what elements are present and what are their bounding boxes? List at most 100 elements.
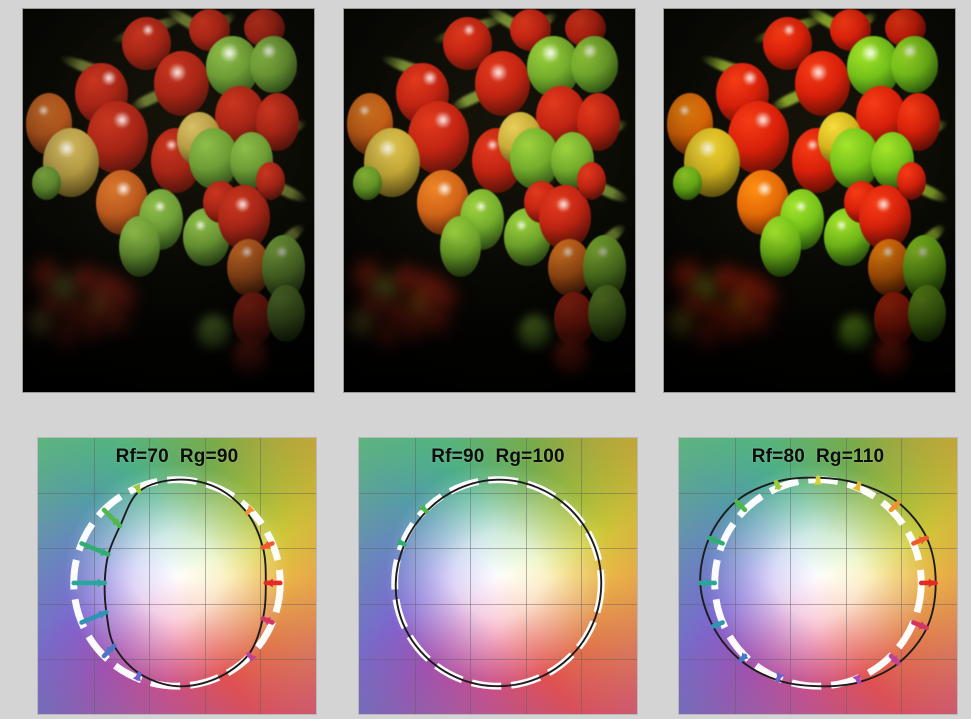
tomato	[794, 51, 851, 117]
arrow-head	[890, 655, 899, 664]
tomato	[119, 215, 160, 278]
arrow-head	[262, 617, 271, 626]
arrow-head	[97, 578, 105, 588]
background-tomato-bokeh	[28, 311, 53, 339]
chroma-shift-arrow	[852, 674, 862, 685]
specular-highlight	[742, 70, 758, 86]
arrow-head	[100, 547, 109, 556]
specular-highlight	[463, 24, 475, 36]
specular-highlight	[757, 181, 772, 197]
background-tomato-bokeh	[518, 315, 551, 350]
vector-plot-2	[391, 476, 605, 690]
chroma-shift-arrow	[738, 652, 749, 663]
color-vector-graphic-1: Rf=70 Rg=90	[37, 437, 317, 715]
chroma-shift-arrow	[911, 535, 930, 546]
arrow-head	[112, 518, 121, 527]
background-tomato-bokeh	[669, 311, 694, 339]
tomato	[255, 162, 285, 201]
background-tomato-bokeh	[349, 311, 374, 339]
background-tomato-bokeh	[745, 307, 769, 335]
arrow-head	[98, 610, 107, 619]
chroma-shift-arrow	[79, 541, 111, 557]
specular-highlight	[876, 196, 891, 212]
tomato	[31, 166, 61, 201]
tomato	[760, 215, 801, 278]
chart-grid-3	[679, 438, 957, 714]
color-vector-graphic-3: Rf=80 Rg=110	[678, 437, 958, 715]
chroma-shift-arrow	[918, 578, 938, 588]
tomato	[908, 284, 947, 343]
chroma-shift-arrow	[263, 578, 283, 588]
chroma-shift-arrow	[888, 653, 901, 666]
vector-plot-1	[70, 476, 284, 690]
chart-label-3: Rf=80 Rg=110	[751, 446, 885, 467]
arrow-head	[700, 578, 708, 588]
arrow-head	[740, 652, 749, 661]
arrow-head	[852, 483, 861, 492]
photo-3-image	[664, 9, 955, 392]
grid-line-horizontal	[679, 658, 957, 660]
arrow-head	[890, 502, 899, 511]
arrow-head	[132, 673, 141, 682]
arrow-head	[813, 477, 823, 485]
arrow-head	[265, 578, 273, 588]
color-vector-graphic-2: Rf=90 Rg=100	[358, 437, 638, 715]
specular-highlight	[422, 70, 438, 86]
tomato	[153, 51, 210, 117]
grid-line-horizontal	[359, 658, 637, 660]
specular-highlight	[809, 62, 827, 82]
measured-hue-shape	[699, 476, 937, 688]
arrow-head	[396, 537, 405, 546]
chroma-shift-arrow	[246, 652, 257, 663]
hue-corner-tint-2	[359, 438, 637, 714]
arrow-head	[776, 672, 785, 681]
specular-highlight	[116, 181, 131, 197]
grid-line-horizontal	[359, 548, 637, 550]
arrow-head	[132, 483, 141, 492]
chroma-shift-arrow	[132, 483, 142, 494]
specular-highlight	[556, 196, 571, 212]
specular-highlight	[882, 246, 894, 258]
arrow-head	[262, 540, 271, 549]
grid-line-horizontal	[679, 493, 957, 495]
grid-line-horizontal	[359, 493, 637, 495]
arrow-head	[928, 578, 936, 588]
hue-corner-tint-1	[38, 438, 316, 714]
measured-hue-shape	[394, 478, 603, 688]
specular-highlight	[597, 246, 609, 258]
chroma-shift-arrow	[733, 498, 748, 513]
chroma-shift-arrow	[710, 619, 725, 629]
chroma-shift-arrow	[101, 643, 117, 659]
chroma-shift-arrow	[911, 620, 930, 631]
grid-line-horizontal	[679, 548, 957, 550]
grid-line-vertical	[260, 438, 262, 714]
grid-line-vertical	[581, 438, 583, 714]
specular-highlight	[861, 43, 880, 63]
grid-line-vertical	[901, 438, 903, 714]
chroma-shift-arrow	[79, 609, 109, 625]
background-tomato-bokeh	[425, 307, 449, 335]
grid-line-vertical	[93, 438, 95, 714]
chroma-shift-arrow	[418, 503, 429, 514]
specular-highlight	[754, 112, 772, 128]
background-tomato-bokeh	[197, 315, 230, 350]
arrow-head	[248, 654, 257, 663]
grid-line-horizontal	[38, 603, 316, 605]
specular-highlight	[165, 139, 178, 151]
chroma-shift-arrow	[260, 616, 275, 626]
photo-panel-1	[22, 8, 315, 393]
chroma-shift-arrow	[244, 504, 256, 516]
specular-highlight	[241, 246, 253, 258]
tomato	[267, 284, 306, 343]
specular-highlight	[153, 200, 166, 212]
arrow-head	[713, 619, 722, 628]
tomato	[588, 284, 627, 343]
specular-highlight	[113, 112, 131, 128]
grid-line-vertical	[204, 438, 206, 714]
arrow-head	[918, 536, 927, 545]
grid-line-horizontal	[679, 603, 957, 605]
grid-line-vertical	[470, 438, 472, 714]
specular-highlight	[474, 200, 487, 212]
specular-highlight	[917, 246, 929, 258]
